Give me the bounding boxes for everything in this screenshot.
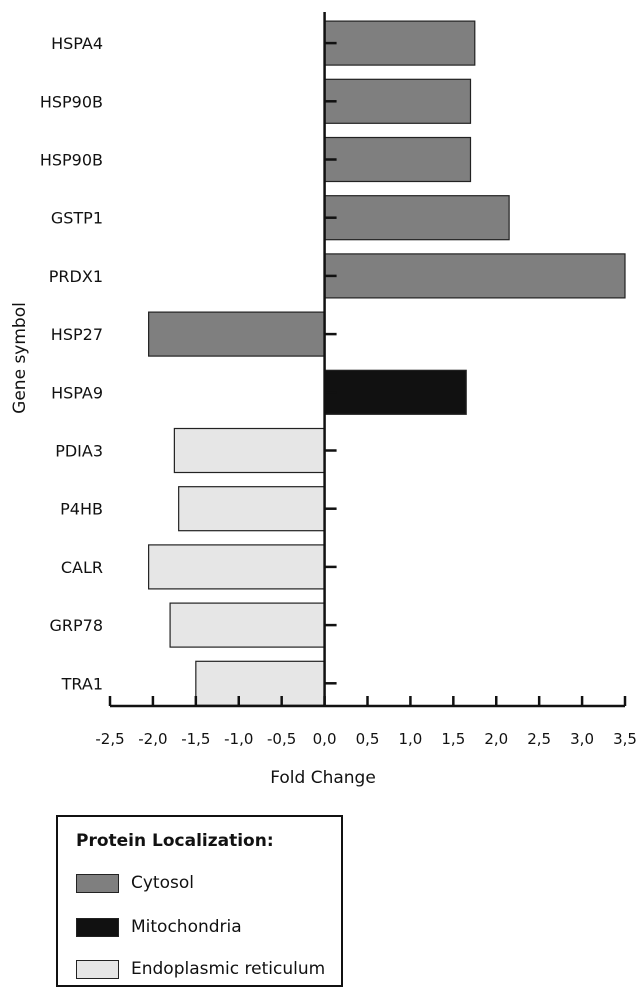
category-label: HSP27	[51, 325, 103, 344]
x-tick-label: 2,5	[527, 730, 551, 748]
bar-chart: -2,5 -2,0 -1,5 -1,0 -0,5 0,0 0,5 1,0 1,5 2,0 2,5 3,…	[10, 12, 637, 788]
category-label: TRA1	[61, 674, 103, 693]
legend-swatch-endoplasmic-reticulum	[76, 959, 119, 979]
category-label: HSP90B	[40, 92, 103, 111]
category-labels-group: HSPA4 HSP90B HSP90B GSTP1 PRDX1 HSP27 HSPA9 PDI…	[40, 34, 103, 693]
legend-item-cytosol: Cytosol	[76, 872, 194, 894]
legend-label: Cytosol	[131, 873, 194, 893]
x-tick-label: 1,0	[398, 730, 422, 748]
legend-label: Mitochondria	[131, 917, 242, 937]
bar-p4hb	[178, 486, 326, 532]
category-label: HSP90B	[40, 151, 103, 170]
bar-hsp90b	[323, 136, 472, 183]
bar-hsp27	[148, 311, 326, 357]
x-axis-title: Fold Change	[270, 768, 376, 788]
bar-hspa9	[323, 369, 467, 415]
x-tick-label: -2,0	[138, 730, 167, 748]
category-label: PRDX1	[49, 267, 103, 286]
bar-pdia3	[173, 427, 326, 474]
bar-hsp90b	[323, 78, 472, 124]
x-tick-label: 1,5	[441, 730, 465, 748]
x-tick-label: 2,0	[484, 730, 508, 748]
x-tick-label: 0,5	[356, 730, 380, 748]
bar-tra1	[195, 660, 326, 706]
legend-swatch-cytosol	[76, 873, 119, 893]
legend: Protein Localization: Cytosol Mitochondr…	[56, 815, 343, 987]
x-tick-label: -0,5	[267, 730, 296, 748]
category-label: HSPA4	[51, 34, 103, 53]
category-label: CALR	[61, 558, 103, 577]
x-tick-label: -1,5	[181, 730, 210, 748]
legend-item-mitochondria: Mitochondria	[76, 916, 242, 938]
x-tick-label: 0,0	[313, 730, 337, 748]
legend-title: Protein Localization:	[76, 831, 274, 851]
bars-group	[148, 20, 626, 706]
x-tick-label: 3,5	[613, 730, 637, 748]
category-label: P4HB	[60, 500, 103, 519]
category-label: GSTP1	[51, 209, 103, 228]
bar-calr	[148, 544, 326, 590]
zero-axis-group	[323, 12, 337, 706]
x-axis-group: -2,5 -2,0 -1,5 -1,0 -0,5 0,0 0,5 1,0 1,5 2,0 2,5 3,…	[95, 696, 637, 748]
category-label: HSPA9	[51, 383, 103, 402]
legend-item-endoplasmic-reticulum: Endoplasmic reticulum	[76, 958, 325, 980]
legend-label: Endoplasmic reticulum	[131, 959, 326, 979]
x-tick-label: 3,0	[570, 730, 594, 748]
legend-swatch-mitochondria	[76, 917, 119, 937]
bar-prdx1	[323, 253, 626, 299]
bar-grp78	[169, 602, 326, 648]
bar-gstp1	[323, 195, 510, 241]
x-tick-label: -1,0	[224, 730, 253, 748]
bar-hspa4	[323, 20, 476, 66]
category-label: GRP78	[49, 616, 103, 635]
y-axis-title: Gene symbol	[10, 302, 30, 414]
x-tick-label: -2,5	[95, 730, 124, 748]
category-label: PDIA3	[55, 442, 103, 461]
